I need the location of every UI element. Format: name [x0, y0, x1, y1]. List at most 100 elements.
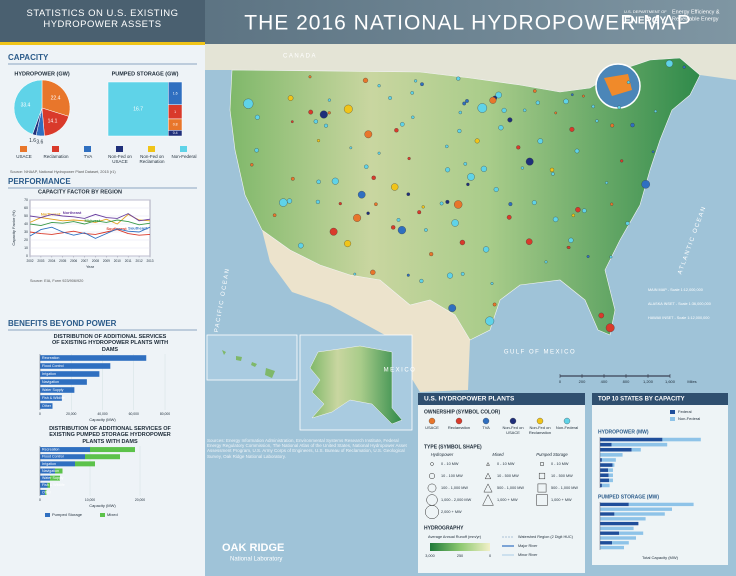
- column-label: Hydropower: [431, 452, 454, 457]
- category-label: Navigation: [42, 469, 59, 473]
- bar: [40, 371, 100, 377]
- bar: [40, 461, 75, 467]
- plant-marker: [394, 128, 399, 133]
- type-label: 500 - 1,000 MW: [551, 486, 578, 490]
- plant-marker: [417, 210, 422, 215]
- top10-header: [592, 393, 728, 405]
- plant-marker: [454, 200, 463, 209]
- plant-marker: [327, 98, 331, 102]
- legend-swatch: [84, 146, 91, 152]
- plant-marker: [316, 179, 321, 184]
- type-label: 1,000 + MW: [497, 498, 518, 502]
- series-label: Southeast: [128, 225, 148, 230]
- type-symbol: [428, 472, 436, 480]
- plant-marker: [424, 228, 428, 232]
- type-label: 10 - 500 MW: [497, 474, 519, 478]
- bar: [600, 478, 610, 483]
- plant-marker: [353, 272, 357, 276]
- office: Renewable Energy: [672, 16, 719, 22]
- plant-marker: [525, 238, 533, 245]
- type-label: 100 - 1,000 MW: [441, 486, 468, 490]
- bar: [600, 517, 646, 521]
- bar: [600, 468, 609, 472]
- bar: [600, 536, 636, 540]
- bar: [40, 363, 111, 369]
- plant-marker: [605, 323, 615, 333]
- plants-legend-header: [418, 393, 585, 405]
- type-symbol: [483, 483, 493, 493]
- bar: [600, 437, 663, 442]
- alaska-land: [309, 345, 403, 425]
- series-label: Northwest: [41, 212, 61, 217]
- plant-marker: [396, 218, 401, 222]
- bar: [90, 447, 135, 453]
- main-title: THE 2016 NATIONAL HYDROPOWER MAP: [244, 12, 691, 35]
- plant-marker: [308, 109, 314, 115]
- plant-marker: [467, 173, 475, 181]
- plant-marker: [549, 167, 555, 173]
- category-label: Irrigation: [42, 462, 56, 466]
- y-tick-label: 0: [26, 254, 28, 258]
- scale-label: 0: [559, 379, 562, 384]
- category-label: Recreation: [42, 448, 59, 452]
- type-symbol: [538, 472, 546, 480]
- plant-marker: [254, 148, 259, 153]
- plant-marker: [327, 111, 331, 115]
- x-tick-label: 2006: [70, 259, 77, 263]
- plant-marker: [286, 198, 293, 204]
- plant-marker: [665, 59, 674, 68]
- legend-swatch: [148, 146, 155, 152]
- plant-marker: [537, 138, 544, 144]
- bar: [600, 483, 602, 488]
- type-label: 1,000 + MW: [551, 498, 572, 502]
- scale-label: Miles: [687, 379, 696, 384]
- y-tick-label: 30: [24, 230, 28, 234]
- legend-swatch: [180, 146, 187, 152]
- bar: [631, 447, 641, 452]
- legend-label: Pumped Storage: [52, 512, 83, 517]
- plant-marker: [445, 199, 450, 204]
- bar: [611, 442, 668, 447]
- bar: [40, 489, 45, 495]
- plant-marker: [414, 79, 418, 83]
- axis-label: Capacity (MW): [89, 417, 116, 422]
- line: [29, 213, 151, 222]
- axis-label: Year: [86, 264, 95, 269]
- plant-marker: [344, 240, 352, 248]
- plant-marker: [313, 119, 318, 124]
- lab-sub: National Laboratory: [230, 557, 282, 563]
- chart-title: DISTRIBUTION OF ADDITIONAL SERVICES OF E…: [51, 334, 169, 353]
- plant-marker: [370, 269, 376, 276]
- plant-marker: [343, 104, 353, 114]
- plant-marker: [586, 255, 590, 258]
- type-symbol: [427, 483, 437, 493]
- plant-marker: [495, 91, 502, 99]
- bar: [600, 463, 613, 467]
- scale-label: 1,200: [643, 379, 654, 384]
- x-tick-label: 10,000: [85, 498, 95, 502]
- plant-marker: [651, 150, 655, 154]
- map-note: MAIN MAP - Scale 1:12,000,000: [648, 288, 703, 292]
- category-label: Navigation: [42, 380, 59, 384]
- bar: [600, 502, 629, 507]
- type-symbol: [430, 462, 434, 466]
- panel-title: U.S. HYDROPOWER PLANTS: [424, 396, 515, 403]
- legend-swatch: [20, 146, 27, 152]
- plant-marker: [682, 65, 686, 69]
- plant-marker: [501, 107, 507, 113]
- bar: [75, 461, 95, 467]
- x-tick-label: 2008: [92, 259, 99, 263]
- type-label: 10 - 500 MW: [551, 474, 573, 478]
- legend-label: Reclamation: [447, 425, 471, 430]
- plant-marker: [457, 128, 462, 134]
- x-tick-label: 2012: [136, 259, 143, 263]
- credits: Sources: Energy Information Administrati…: [207, 438, 407, 459]
- pie-label: 14.1: [48, 118, 58, 124]
- plant-marker: [298, 242, 304, 249]
- type-label: 2,000 + MW: [441, 510, 462, 514]
- section-heading: PERFORMANCE: [8, 177, 71, 186]
- section-heading: BENEFITS BEYOND POWER: [8, 319, 117, 328]
- treemap-label: 16.7: [133, 106, 143, 112]
